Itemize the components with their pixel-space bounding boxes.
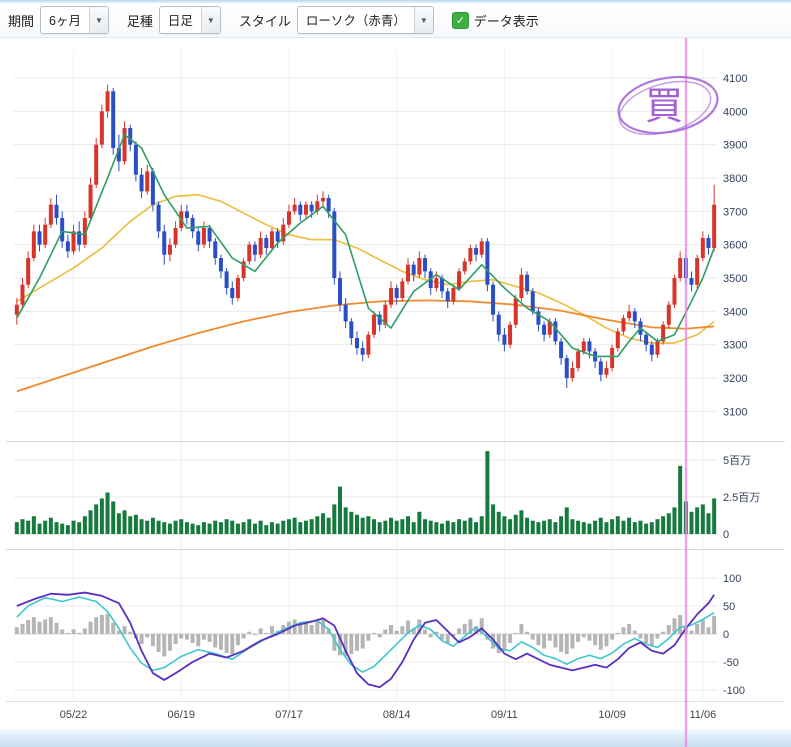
data-display-toggle[interactable]: ✓ データ表示 [451, 11, 539, 30]
style-value: ローソク（赤青） [305, 14, 406, 28]
checkbox-checked-icon: ✓ [451, 11, 469, 29]
chart-area: 買 [0, 38, 791, 747]
bartype-value: 日足 [167, 14, 193, 28]
period-group: 期間 6ヶ月 ▼ [8, 6, 109, 34]
chevron-down-icon: ▼ [200, 7, 220, 33]
chevron-down-icon: ▼ [88, 7, 108, 33]
data-display-label: データ表示 [473, 13, 539, 29]
style-group: スタイル ローソク（赤青） ▼ [239, 6, 434, 34]
period-dropdown[interactable]: 6ヶ月 ▼ [40, 6, 109, 34]
style-dropdown[interactable]: ローソク（赤青） ▼ [296, 6, 434, 34]
stock-chart-canvas[interactable] [0, 38, 791, 729]
bartype-label: 足種 [126, 13, 153, 29]
period-label: 期間 [8, 13, 35, 29]
style-label: スタイル [238, 13, 291, 29]
bottom-accent-bar [0, 729, 791, 747]
period-value: 6ヶ月 [49, 14, 81, 28]
chart-toolbar: 期間 6ヶ月 ▼ 足種 日足 ▼ スタイル ローソク（赤青） ▼ ✓ データ表示 [0, 3, 791, 38]
bartype-group: 足種 日足 ▼ [127, 6, 221, 34]
chevron-down-icon: ▼ [413, 7, 433, 33]
top-accent-bar [0, 0, 791, 3]
bartype-dropdown[interactable]: 日足 ▼ [158, 6, 221, 34]
